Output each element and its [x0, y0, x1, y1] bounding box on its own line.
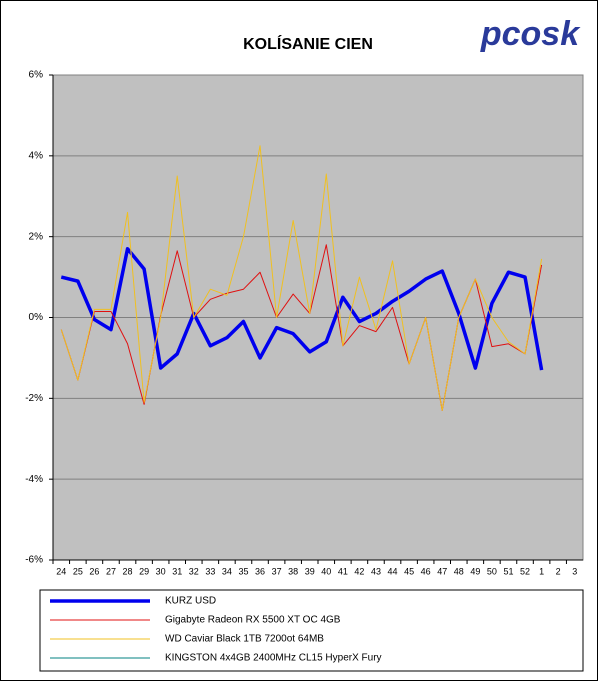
legend-label: Gigabyte Radeon RX 5500 XT OC 4GB: [165, 615, 341, 626]
x-tick-label: 51: [503, 566, 513, 576]
x-tick-label: 52: [520, 566, 530, 576]
x-tick-label: 28: [123, 566, 133, 576]
series-line: [60, 145, 543, 411]
legend-label: WD Caviar Black 1TB 7200ot 64MB: [165, 634, 324, 645]
x-tick-label: 42: [354, 566, 364, 576]
x-tick-label: 49: [470, 566, 480, 576]
series-line: [60, 247, 544, 371]
y-tick-label: 2%: [29, 231, 44, 242]
y-tick-label: -4%: [25, 474, 43, 485]
x-tick-label: 47: [437, 566, 447, 576]
x-tick-label: 41: [338, 566, 348, 576]
x-tick-label: 25: [73, 566, 83, 576]
x-tick-label: 33: [205, 566, 215, 576]
logo: pcosk: [480, 15, 581, 53]
x-tick-label: 43: [371, 566, 381, 576]
x-tick-label: 36: [255, 566, 265, 576]
x-tick-label: 2: [556, 566, 561, 576]
x-tick-label: 34: [222, 566, 232, 576]
x-tick-label: 29: [139, 566, 149, 576]
x-tick-label: 37: [272, 566, 282, 576]
x-tick-label: 30: [156, 566, 166, 576]
x-tick-label: 46: [421, 566, 431, 576]
x-tick-label: 26: [89, 566, 99, 576]
y-tick-label: 4%: [29, 150, 44, 161]
x-tick-label: 50: [487, 566, 497, 576]
y-tick-label: -6%: [25, 555, 43, 566]
x-tick-label: 35: [238, 566, 248, 576]
x-tick-label: 1: [539, 566, 544, 576]
x-tick-label: 24: [56, 566, 66, 576]
y-tick-label: 6%: [29, 70, 44, 81]
x-tick-label: 31: [172, 566, 182, 576]
legend-label: KINGSTON 4x4GB 2400MHz CL15 HyperX Fury: [165, 653, 382, 664]
x-tick-label: 3: [572, 566, 577, 576]
x-tick-label: 40: [321, 566, 331, 576]
x-tick-label: 45: [404, 566, 414, 576]
legend-label: KURZ USD: [165, 596, 216, 607]
x-tick-label: 48: [454, 566, 464, 576]
x-tick-label: 32: [189, 566, 199, 576]
x-tick-label: 27: [106, 566, 116, 576]
chart-title: KOLÍSANIE CIEN: [243, 34, 373, 53]
x-tick-label: 44: [388, 566, 398, 576]
y-tick-label: 0%: [29, 312, 44, 323]
x-tick-label: 38: [288, 566, 298, 576]
y-tick-label: -2%: [25, 393, 43, 404]
x-tick-label: 39: [305, 566, 315, 576]
